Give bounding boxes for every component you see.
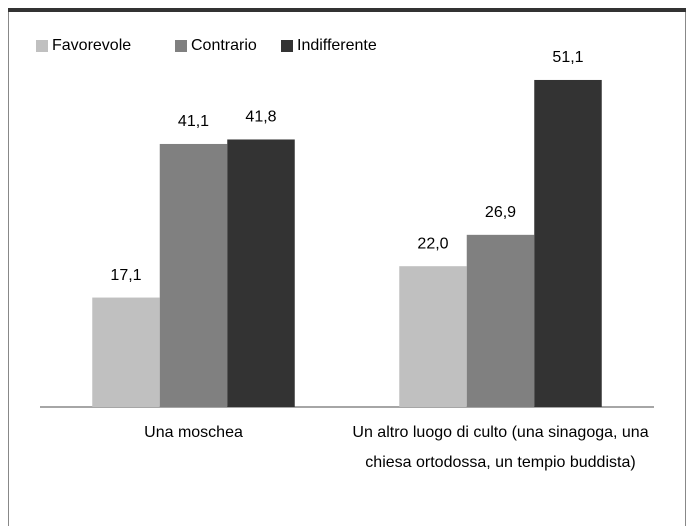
bar [159,143,228,407]
bar [227,139,295,408]
x-tick-label: Un altro luogo di culto (una sinagoga, u… [352,424,649,471]
x-tick-label: Una moschea [144,424,243,441]
bar [534,79,602,408]
bar [399,266,467,407]
legend-swatch [36,40,48,52]
legend-swatch [281,40,293,52]
top-rule [8,8,686,12]
value-label: 41,1 [178,113,209,130]
bar [466,234,535,407]
legend-swatch [175,40,187,52]
legend-label: Favorevole [52,37,131,54]
value-label: 17,1 [110,267,141,284]
bar [92,297,160,407]
value-label: 51,1 [552,49,583,66]
legend-label: Indifferente [297,37,377,54]
value-label: 26,9 [485,204,516,221]
value-label: 41,8 [245,109,276,126]
legend-label: Contrario [191,37,257,54]
value-label: 22,0 [417,235,448,252]
